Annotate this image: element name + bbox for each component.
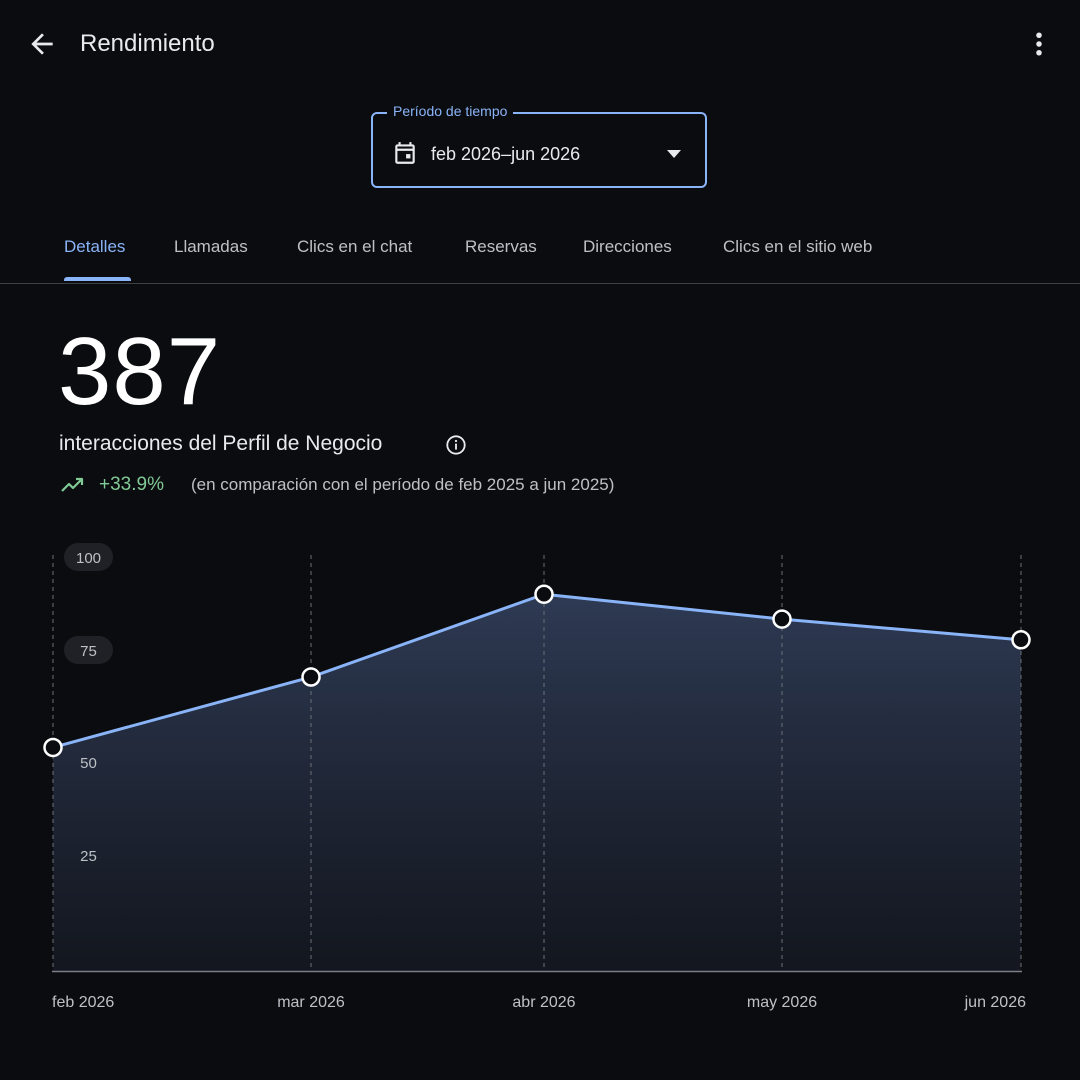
period-select[interactable]: Período de tiempo feb 2026–jun 2026 [371, 103, 707, 188]
tab-direcciones[interactable]: Direcciones [583, 237, 672, 256]
tab-llamadas[interactable]: Llamadas [174, 237, 248, 256]
arrow-back-icon[interactable] [26, 28, 58, 60]
tab-clics-chat[interactable]: Clics en el chat [297, 237, 413, 256]
y-tick-label: 50 [80, 755, 97, 772]
x-tick-label: mar 2026 [277, 994, 345, 1011]
tab-bar: Detalles Llamadas Clics en el chat Reser… [0, 222, 1080, 284]
tab-reservas[interactable]: Reservas [465, 237, 537, 256]
x-tick-label: feb 2026 [52, 994, 114, 1011]
y-tick-label: 75 [80, 643, 97, 660]
x-tick-label: abr 2026 [512, 994, 575, 1011]
data-point[interactable] [43, 737, 63, 758]
y-tick-label: 100 [76, 550, 101, 567]
metric-label: interacciones del Perfil de Negocio [59, 432, 383, 455]
top-app-bar: Rendimiento [0, 0, 1080, 90]
interactions-area-chart: 100 75 50 25 feb 2026 mar 2026 abr 2026 may 202… [43, 543, 1031, 1011]
y-tick-pill [64, 543, 113, 571]
data-point[interactable] [772, 609, 792, 629]
data-point[interactable] [301, 667, 321, 687]
y-tick-label: 25 [80, 848, 97, 865]
total-interactions: 387 [58, 318, 222, 425]
change-percentage: +33.9% [99, 474, 164, 495]
tab-detalles[interactable]: Detalles [64, 237, 126, 256]
arrow-drop-down-icon [667, 150, 681, 158]
active-tab-indicator [64, 277, 131, 281]
period-select-value: feb 2026–jun 2026 [431, 144, 581, 164]
y-tick-pill [64, 636, 113, 664]
trending-up-icon [61, 477, 84, 492]
area-fill [53, 594, 1021, 971]
more-vert-icon[interactable] [1024, 28, 1054, 60]
tab-clics-sitio-web[interactable]: Clics en el sitio web [723, 237, 873, 256]
comparison-text: (en comparación con el período de feb 20… [191, 475, 615, 494]
x-tick-label: jun 2026 [964, 994, 1026, 1011]
x-tick-label: may 2026 [747, 994, 817, 1011]
info-icon[interactable] [445, 434, 467, 456]
data-point[interactable] [1011, 630, 1031, 650]
period-select-label: Período de tiempo [387, 103, 514, 119]
page-title: Rendimiento [80, 30, 215, 57]
data-point[interactable] [534, 584, 554, 605]
calendar-icon [395, 142, 415, 164]
